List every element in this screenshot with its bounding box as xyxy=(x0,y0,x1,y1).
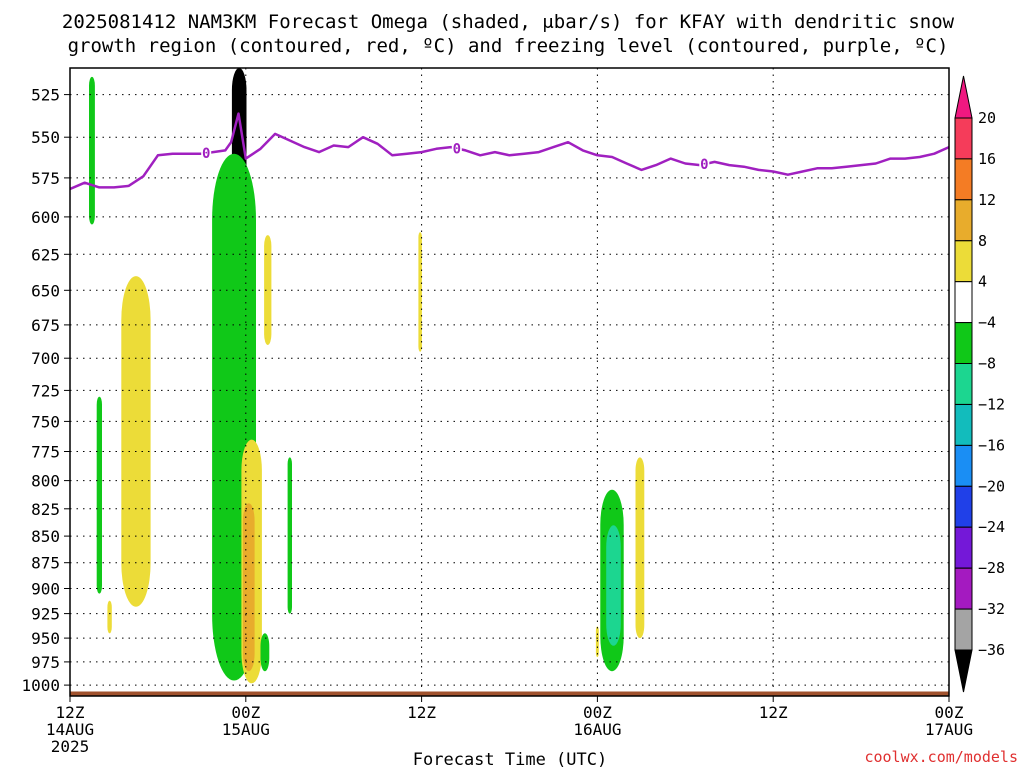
colorbar-band xyxy=(954,444,973,487)
y-tick-label: 725 xyxy=(31,381,60,400)
x-tick-label: 12Z xyxy=(56,703,85,722)
plot-area: 0 0 0 xyxy=(69,67,950,697)
y-tick-label: 850 xyxy=(31,527,60,546)
colorbar-band xyxy=(954,404,973,446)
y-tick-label: 950 xyxy=(31,629,60,648)
omega-yellow-23z xyxy=(418,232,422,352)
colorbar-band xyxy=(954,363,973,405)
omega-post-yellow xyxy=(264,235,272,345)
terrain-surface xyxy=(70,691,949,696)
colorbar-label: −24 xyxy=(978,518,1005,536)
x-tick-label: 00Z xyxy=(231,703,260,722)
terrain-fill xyxy=(70,691,949,696)
x-tick-label: 00Z xyxy=(583,703,612,722)
colorbar-label: −16 xyxy=(978,436,1005,454)
colorbar-band xyxy=(954,158,973,201)
x-tick-label: 15AUG xyxy=(222,720,270,739)
colorbar-label: −20 xyxy=(978,477,1005,495)
colorbar-band xyxy=(954,240,973,283)
colorbar-band xyxy=(954,567,973,610)
omega-shading xyxy=(89,68,645,684)
freezing-level-label-bg xyxy=(201,145,212,162)
x-tick-label: 12Z xyxy=(759,703,788,722)
x-tick-label: 16AUG xyxy=(573,720,621,739)
y-tick-label: 700 xyxy=(31,349,60,368)
y-tick-label: 650 xyxy=(31,281,60,300)
x-axis-label: Forecast Time (UTC) xyxy=(413,750,607,768)
colorbar-label: −4 xyxy=(978,314,996,332)
y-tick-label: 800 xyxy=(31,472,60,491)
colorbar-label: 20 xyxy=(978,109,996,127)
chart-title-line-1: 2025081412 NAM3KM Forecast Omega (shaded… xyxy=(62,11,955,33)
colorbar-band xyxy=(954,526,973,569)
colorbar-label: −28 xyxy=(978,559,1005,577)
x-tick-label: 12Z xyxy=(407,703,436,722)
omega-early-green-mid xyxy=(96,396,102,594)
colorbar-band xyxy=(954,485,973,528)
omega-yellow-small xyxy=(107,600,112,634)
x-tick-label: 17AUG xyxy=(925,720,973,739)
colorbar-band xyxy=(954,322,973,365)
colorbar-label: 12 xyxy=(978,191,996,209)
omega-yellow-16aug xyxy=(635,457,645,639)
colorbar-band xyxy=(954,199,973,242)
colorbar-label: −8 xyxy=(978,355,996,373)
colorbar-label: 16 xyxy=(978,150,996,168)
freezing-level-label: 0 xyxy=(453,142,461,158)
omega-post-orange xyxy=(242,503,255,672)
credit-text: coolwx.com/models xyxy=(864,748,1018,766)
colorbar-label: 4 xyxy=(978,273,987,291)
y-tick-label: 875 xyxy=(31,554,60,573)
colorbar-band xyxy=(954,608,973,651)
freezing-level-label: 0 xyxy=(700,157,708,173)
y-tick-label: 550 xyxy=(31,128,60,147)
freezing-level-label-bg xyxy=(451,140,462,157)
freezing-level-label: 0 xyxy=(202,146,210,162)
colorbar-label: −36 xyxy=(978,641,1005,659)
y-tick-label: 825 xyxy=(31,500,60,519)
colorbar-band xyxy=(954,117,973,160)
x-tick-label: 2025 xyxy=(51,737,90,756)
y-tick-label: 600 xyxy=(31,208,60,227)
y-tick-label: 675 xyxy=(31,316,60,335)
freezing-level-contour: 0 0 0 xyxy=(70,112,949,191)
freezing-level-line xyxy=(70,112,949,191)
omega-early-green-top xyxy=(89,76,95,225)
y-tick-label: 525 xyxy=(31,86,60,105)
omega-green-13z xyxy=(260,633,270,672)
omega-teal-16aug xyxy=(606,525,621,646)
omega-yellow-descent xyxy=(121,276,151,607)
omega-green-14z xyxy=(287,457,292,614)
y-tick-label: 625 xyxy=(31,245,60,264)
omega-yellow-small-16aug xyxy=(595,626,599,658)
plot-background xyxy=(70,68,949,696)
chart-title-line-2: growth region (contoured, red, ºC) and f… xyxy=(68,35,949,57)
colorbar-label: −32 xyxy=(978,600,1005,618)
x-tick-label: 00Z xyxy=(935,703,964,722)
colorbar: 20 16 12 8 4 −4 −8 −12 −16 −20 −24 −28 −32 −36 xyxy=(954,75,1005,693)
y-tick-label: 900 xyxy=(31,580,60,599)
x-tick-label: 14AUG xyxy=(46,720,94,739)
y-tick-label: 925 xyxy=(31,605,60,624)
y-tick-label: 975 xyxy=(31,653,60,672)
colorbar-band xyxy=(954,281,973,324)
y-tick-label: 575 xyxy=(31,169,60,188)
y-tick-label: 750 xyxy=(31,412,60,431)
freezing-level-label-bg xyxy=(699,156,710,173)
colorbar-label: 8 xyxy=(978,232,987,250)
plot-frame xyxy=(69,67,950,697)
colorbar-over-arrow xyxy=(954,75,973,119)
y-tick-label: 775 xyxy=(31,443,60,462)
colorbar-label: −12 xyxy=(978,396,1005,414)
y-tick-label: 1000 xyxy=(21,676,60,695)
y-axis-ticks: 525 550 575 600 625 650 675 700 725 750 775 800 825 8… xyxy=(21,86,70,695)
colorbar-under-arrow xyxy=(954,649,973,693)
